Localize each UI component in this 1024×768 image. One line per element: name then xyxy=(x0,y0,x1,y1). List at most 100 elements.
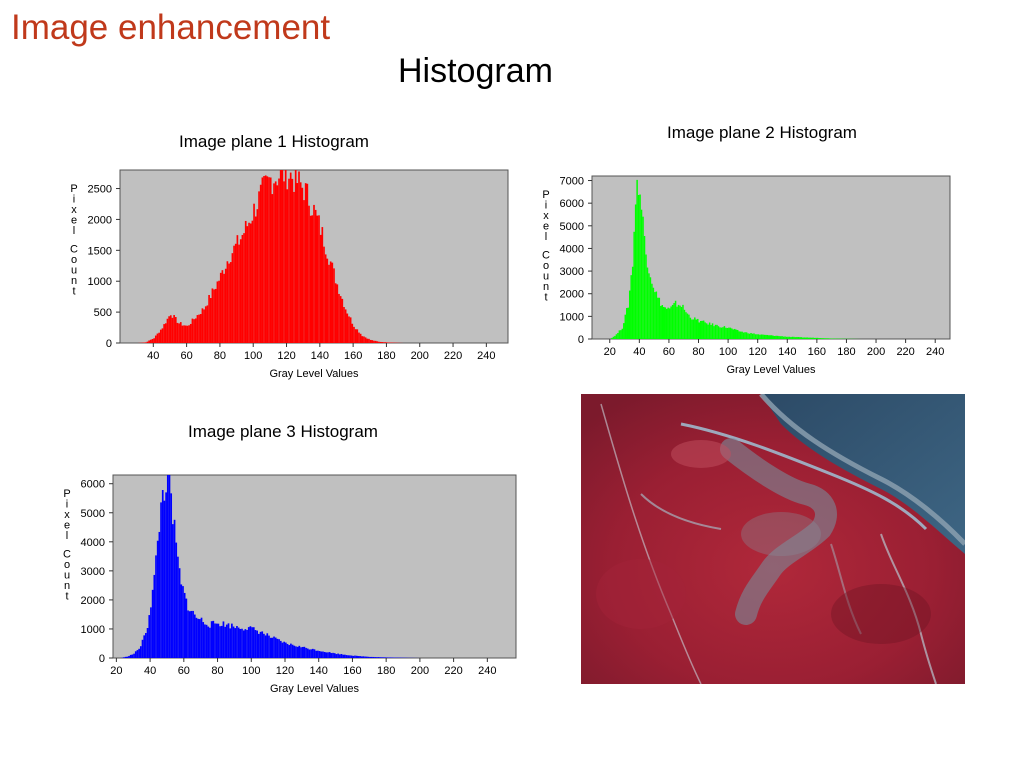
histogram-bar xyxy=(218,280,220,343)
histogram-bar xyxy=(340,653,343,658)
x-tick-label: 180 xyxy=(377,665,395,677)
histogram-bar xyxy=(207,626,210,658)
histogram-bar xyxy=(311,215,314,343)
histogram-bar xyxy=(328,264,330,343)
histogram-bar xyxy=(663,306,665,339)
histogram-bar xyxy=(324,254,327,343)
histogram-bar xyxy=(252,627,255,658)
histogram-bar xyxy=(771,335,773,339)
histogram-bar xyxy=(284,170,287,343)
x-tick-label: 80 xyxy=(214,350,226,362)
slide-subtitle: Histogram xyxy=(398,52,553,90)
histogram-bar xyxy=(383,342,385,343)
histogram-bar xyxy=(668,308,671,339)
x-axis-label: Gray Level Values xyxy=(270,683,360,695)
histogram-bar xyxy=(379,341,382,343)
histogram-bar xyxy=(772,335,774,339)
histogram-bar xyxy=(318,215,320,343)
histogram-bar xyxy=(303,200,305,343)
histogram-bar xyxy=(151,589,154,658)
histogram-bar xyxy=(184,325,187,343)
histogram-bar xyxy=(224,626,226,658)
histogram-bar xyxy=(363,336,365,343)
histogram-bar xyxy=(348,316,350,343)
histogram-bar xyxy=(697,318,699,339)
histogram-bar xyxy=(269,177,272,343)
histogram-bar xyxy=(148,615,151,658)
histogram-bar xyxy=(819,338,822,339)
histogram-bar xyxy=(300,647,302,658)
histogram-bar xyxy=(645,254,647,339)
histogram-bar xyxy=(186,325,189,343)
histogram-bar xyxy=(153,338,155,343)
x-axis-label: Gray Level Values xyxy=(269,368,359,380)
histogram-bar xyxy=(818,338,820,339)
histogram-bar xyxy=(151,338,154,343)
histogram-bar xyxy=(308,205,310,343)
histogram-bar xyxy=(165,492,167,658)
histogram-bar xyxy=(634,204,637,339)
y-tick-label: 1000 xyxy=(81,624,105,636)
histogram-bar xyxy=(618,330,621,339)
histogram-3-title: Image plane 3 Histogram xyxy=(188,422,378,441)
histogram-bar xyxy=(254,216,257,343)
histogram-bar xyxy=(655,291,658,339)
histogram-bar xyxy=(219,272,222,343)
histogram-bar xyxy=(236,626,238,658)
histogram-bar xyxy=(187,610,189,658)
histogram-bar xyxy=(661,305,664,339)
histogram-bar xyxy=(741,331,743,339)
histogram-bar xyxy=(364,337,367,343)
histogram-bar xyxy=(214,623,216,658)
histogram-bar xyxy=(175,542,178,658)
histogram-bar xyxy=(815,337,817,339)
y-tick-label: 2500 xyxy=(88,184,112,196)
histogram-bar xyxy=(341,298,344,343)
histogram-bar xyxy=(803,337,806,339)
histogram-bar xyxy=(361,336,364,343)
histogram-bar xyxy=(377,657,380,658)
y-tick-label: 5000 xyxy=(560,221,584,233)
histogram-bar xyxy=(790,337,792,339)
histogram-bar xyxy=(208,294,210,343)
histogram-bar xyxy=(384,657,387,658)
x-tick-label: 60 xyxy=(663,346,675,358)
histogram-bar xyxy=(268,177,270,343)
histogram-bar xyxy=(139,646,142,658)
slide-title: Image enhancement xyxy=(11,8,331,47)
histogram-bar xyxy=(374,657,377,658)
histogram-bar xyxy=(379,657,382,658)
histogram-bar xyxy=(731,328,733,339)
histogram-bar xyxy=(190,610,193,658)
histogram-bar xyxy=(301,187,304,343)
histogram-bar xyxy=(192,610,194,658)
histogram-bar xyxy=(785,336,788,339)
histogram-bar xyxy=(278,178,280,343)
histogram-bar xyxy=(768,335,770,339)
histogram-bar xyxy=(822,338,825,339)
histogram-bar xyxy=(759,334,761,339)
histogram-bar xyxy=(323,651,326,658)
histogram-bar xyxy=(311,648,314,658)
histogram-bar xyxy=(319,234,322,343)
histogram-bar xyxy=(320,651,323,658)
y-tick-label: 500 xyxy=(94,307,112,319)
histogram-bar xyxy=(683,309,686,339)
histogram-bar xyxy=(321,227,324,343)
histogram-bar xyxy=(745,332,748,339)
histogram-bar xyxy=(728,327,730,339)
histogram-bar xyxy=(294,170,297,343)
histogram-bar xyxy=(143,635,146,658)
histogram-bar xyxy=(288,645,291,658)
histogram-bar xyxy=(354,655,356,658)
histogram-bar xyxy=(126,656,129,658)
histogram-bar xyxy=(233,245,235,343)
histogram-bar xyxy=(254,630,257,658)
histogram-bar xyxy=(178,568,181,658)
x-tick-label: 60 xyxy=(180,350,192,362)
histogram-bar xyxy=(173,315,175,343)
histogram-bar xyxy=(313,204,315,343)
histogram-bar xyxy=(215,623,218,658)
histogram-bar xyxy=(197,618,199,658)
histogram-bar xyxy=(701,320,703,339)
